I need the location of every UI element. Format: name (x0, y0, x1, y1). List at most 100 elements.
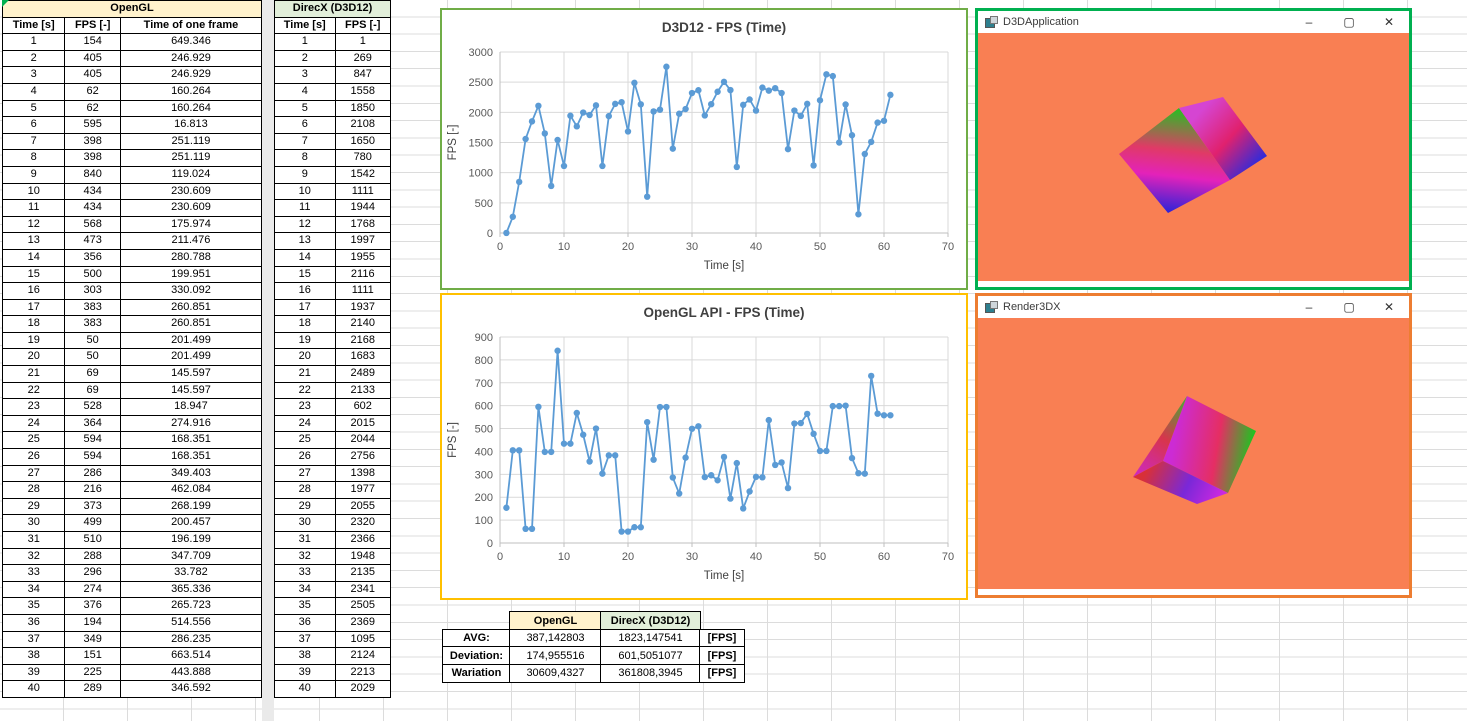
table-cell[interactable]: 6 (274, 116, 336, 134)
table-cell[interactable]: 2029 (334, 680, 391, 698)
summary-wariation-directx[interactable]: 361808,3945 (600, 663, 701, 683)
table-cell[interactable]: 2015 (334, 414, 391, 433)
table-cell[interactable]: 1 (334, 33, 391, 51)
table-cell[interactable]: 443.888 (119, 663, 263, 682)
close-button[interactable]: ✕ (1383, 15, 1395, 29)
summary-deviation-opengl[interactable]: 174,955516 (509, 646, 602, 666)
table-cell[interactable]: 20 (1, 348, 66, 367)
table-cell[interactable]: 2 (274, 49, 336, 68)
table-cell[interactable]: 398 (64, 132, 121, 151)
table-cell[interactable]: 303 (64, 282, 121, 300)
table-cell[interactable]: 37 (1, 630, 66, 649)
table-cell[interactable]: 3 (274, 66, 336, 84)
table-cell[interactable]: 39 (274, 663, 336, 682)
summary-deviation-directx[interactable]: 601,5051077 (600, 646, 701, 666)
table-cell[interactable]: 2140 (334, 315, 391, 333)
table-cell[interactable]: 2369 (334, 613, 391, 632)
table-cell[interactable]: 36 (274, 613, 336, 632)
table-cell[interactable]: 62 (64, 82, 121, 101)
table-cell[interactable]: 405 (64, 49, 121, 68)
table-cell[interactable]: 2366 (334, 531, 391, 549)
table-cell[interactable]: 383 (64, 298, 121, 317)
table-cell[interactable]: 246.929 (119, 66, 263, 84)
table-cell[interactable]: 29 (1, 497, 66, 516)
table-cell[interactable]: 145.597 (119, 365, 263, 383)
table-cell[interactable]: 168.351 (119, 448, 263, 466)
table-cell[interactable]: 1977 (334, 481, 391, 499)
table-cell[interactable]: 17 (1, 298, 66, 317)
table-cell[interactable]: 9 (1, 165, 66, 184)
table-title[interactable]: OpenGL (2, 0, 262, 18)
table-cell[interactable]: 840 (64, 165, 121, 184)
table-cell[interactable]: 30 (1, 514, 66, 532)
table-cell[interactable]: 274 (64, 580, 121, 599)
table-cell[interactable]: 30 (274, 514, 336, 532)
table-cell[interactable]: 12 (274, 215, 336, 234)
table-cell[interactable]: 288 (64, 547, 121, 566)
table-cell[interactable]: 2168 (334, 331, 391, 350)
table-cell[interactable]: 286.235 (119, 630, 263, 649)
table-cell[interactable]: 1768 (334, 215, 391, 234)
table-cell[interactable]: 11 (274, 199, 336, 217)
table-cell[interactable]: 145.597 (119, 381, 263, 400)
summary-wariation-unit[interactable]: [FPS] (699, 663, 745, 683)
table-cell[interactable]: 594 (64, 431, 121, 450)
table-cell[interactable]: 376 (64, 597, 121, 615)
table-cell[interactable]: 29 (274, 497, 336, 516)
table-cell[interactable]: 296 (64, 564, 121, 582)
table-cell[interactable]: 8 (1, 149, 66, 167)
table-cell[interactable]: 69 (64, 365, 121, 383)
table-cell[interactable]: 251.119 (119, 132, 263, 151)
table-cell[interactable]: 260.851 (119, 315, 263, 333)
table-cell[interactable]: 1955 (334, 248, 391, 267)
window-titlebar[interactable]: D3DApplication – ▢ ✕ (978, 11, 1409, 33)
table-cell[interactable]: 2320 (334, 514, 391, 532)
table-cell[interactable]: 595 (64, 116, 121, 134)
table-cell[interactable]: 24 (274, 414, 336, 433)
table-cell[interactable]: 568 (64, 215, 121, 234)
table-cell[interactable]: 289 (64, 680, 121, 698)
table-cell[interactable]: 19 (274, 331, 336, 350)
table-cell[interactable]: 20 (274, 348, 336, 367)
table-cell[interactable]: 32 (274, 547, 336, 566)
table-cell[interactable]: 286 (64, 464, 121, 483)
table-cell[interactable]: 594 (64, 448, 121, 466)
table-cell[interactable]: 16 (1, 282, 66, 300)
table-cell[interactable]: 194 (64, 613, 121, 632)
table-cell[interactable]: 2213 (334, 663, 391, 682)
column-header[interactable]: Time [s] (274, 16, 336, 35)
table-cell[interactable]: 1650 (334, 132, 391, 151)
table-cell[interactable]: 11 (1, 199, 66, 217)
table-cell[interactable]: 365.336 (119, 580, 263, 599)
table-cell[interactable]: 12 (1, 215, 66, 234)
table-cell[interactable]: 34 (274, 580, 336, 599)
table-cell[interactable]: 25 (1, 431, 66, 450)
table-cell[interactable]: 21 (1, 365, 66, 383)
table-cell[interactable]: 2055 (334, 497, 391, 516)
table-cell[interactable]: 151 (64, 647, 121, 665)
table-cell[interactable]: 18 (274, 315, 336, 333)
table-cell[interactable]: 24 (1, 414, 66, 433)
table-cell[interactable]: 2133 (334, 381, 391, 400)
table-cell[interactable]: 211.476 (119, 232, 263, 250)
table-cell[interactable]: 349 (64, 630, 121, 649)
table-cell[interactable]: 373 (64, 497, 121, 516)
table-cell[interactable]: 38 (274, 647, 336, 665)
table-cell[interactable]: 15 (274, 265, 336, 284)
summary-table[interactable]: OpenGL DirecX (D3D12) AVG: 387,142803 18… (442, 611, 745, 683)
table-cell[interactable]: 21 (274, 365, 336, 383)
table-cell[interactable]: 26 (274, 448, 336, 466)
table-cell[interactable]: 265.723 (119, 597, 263, 615)
table-cell[interactable]: 602 (334, 398, 391, 416)
summary-header-directx[interactable]: DirecX (D3D12) (600, 611, 701, 631)
table-cell[interactable]: 8 (274, 149, 336, 167)
table-cell[interactable]: 38 (1, 647, 66, 665)
directx-table[interactable]: DirecX (D3D12) Time [s] FPS [-] 1 1 2 269 3 847 4… (274, 0, 391, 698)
table-cell[interactable]: 6 (1, 116, 66, 134)
table-cell[interactable]: 2 (1, 49, 66, 68)
table-cell[interactable]: 499 (64, 514, 121, 532)
table-cell[interactable]: 230.609 (119, 199, 263, 217)
table-cell[interactable]: 34 (1, 580, 66, 599)
table-cell[interactable]: 1111 (334, 182, 391, 201)
table-cell[interactable]: 18 (1, 315, 66, 333)
